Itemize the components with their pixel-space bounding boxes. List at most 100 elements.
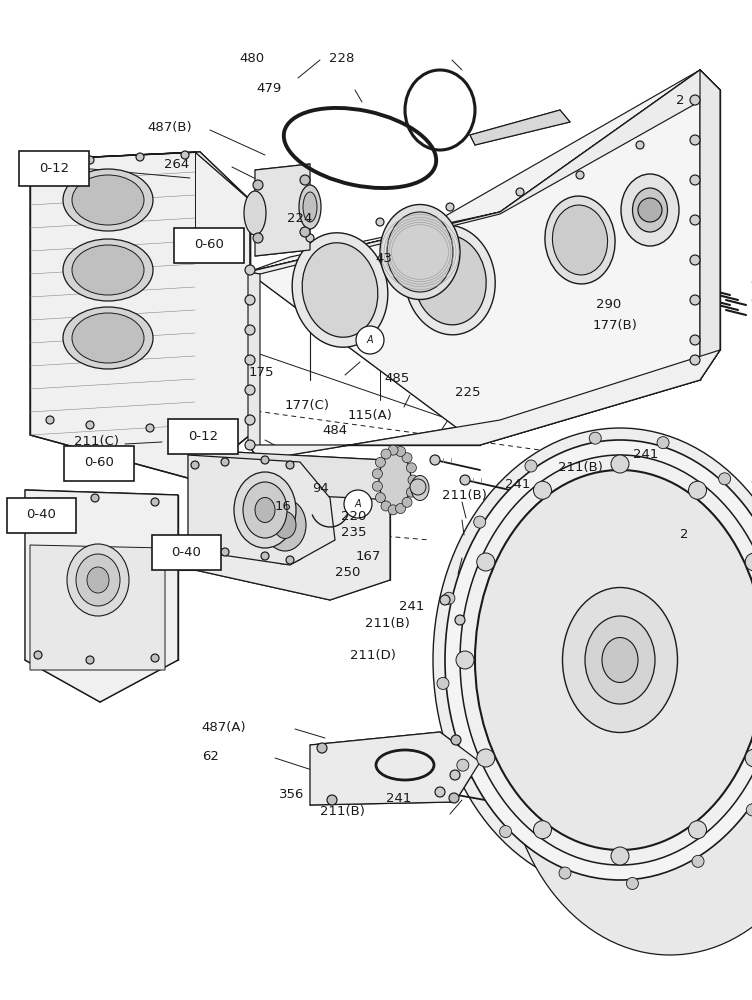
Ellipse shape [302, 243, 378, 337]
Ellipse shape [264, 499, 306, 551]
Circle shape [499, 826, 511, 838]
Text: 211(B): 211(B) [320, 806, 365, 818]
Polygon shape [30, 152, 250, 480]
Circle shape [245, 265, 255, 275]
Circle shape [450, 770, 460, 780]
Circle shape [261, 456, 269, 464]
Ellipse shape [475, 470, 752, 850]
Text: 241: 241 [399, 600, 425, 613]
Ellipse shape [460, 455, 752, 865]
Circle shape [611, 847, 629, 865]
Circle shape [300, 175, 310, 185]
Circle shape [533, 821, 551, 839]
Circle shape [611, 455, 629, 473]
Circle shape [430, 455, 440, 465]
Circle shape [719, 473, 731, 485]
Circle shape [477, 749, 495, 767]
Circle shape [410, 479, 426, 495]
Polygon shape [248, 350, 720, 460]
Circle shape [375, 493, 386, 503]
Polygon shape [700, 70, 720, 380]
Text: 225: 225 [455, 386, 481, 399]
Circle shape [437, 677, 449, 689]
Circle shape [317, 743, 327, 753]
Circle shape [477, 553, 495, 571]
Text: 2: 2 [680, 528, 689, 542]
Circle shape [356, 326, 384, 354]
Circle shape [689, 481, 706, 499]
Ellipse shape [234, 472, 296, 548]
Text: 224: 224 [287, 212, 312, 225]
Text: 175: 175 [249, 366, 274, 379]
Ellipse shape [253, 486, 317, 564]
Circle shape [372, 481, 383, 491]
Circle shape [375, 457, 386, 467]
Circle shape [525, 460, 537, 472]
Circle shape [191, 541, 199, 549]
Polygon shape [188, 455, 335, 565]
Circle shape [456, 759, 468, 771]
Circle shape [151, 654, 159, 662]
FancyBboxPatch shape [168, 418, 238, 454]
Ellipse shape [255, 497, 275, 522]
Ellipse shape [293, 233, 388, 347]
Circle shape [221, 458, 229, 466]
Circle shape [590, 432, 602, 444]
Polygon shape [470, 110, 570, 145]
Circle shape [440, 595, 450, 605]
Ellipse shape [274, 512, 296, 538]
Text: 16: 16 [274, 500, 291, 514]
Text: 220: 220 [341, 510, 366, 522]
Circle shape [636, 141, 644, 149]
Circle shape [261, 552, 269, 560]
Ellipse shape [632, 188, 668, 232]
Circle shape [181, 428, 189, 436]
Circle shape [253, 180, 263, 190]
Circle shape [559, 867, 571, 879]
Circle shape [372, 469, 383, 479]
Circle shape [690, 175, 700, 185]
Circle shape [46, 416, 54, 424]
Ellipse shape [299, 185, 321, 229]
Text: 177(B): 177(B) [593, 320, 638, 332]
Circle shape [406, 463, 417, 473]
Ellipse shape [244, 191, 266, 235]
Text: 0-60: 0-60 [84, 456, 114, 470]
Circle shape [381, 501, 391, 511]
Text: 211(B): 211(B) [365, 617, 410, 631]
Text: 0-12: 0-12 [188, 430, 218, 442]
Circle shape [245, 355, 255, 365]
Text: 480: 480 [239, 51, 265, 64]
Text: 0-40: 0-40 [171, 546, 202, 558]
Ellipse shape [72, 175, 144, 225]
Circle shape [381, 449, 391, 459]
Circle shape [46, 161, 54, 169]
Ellipse shape [87, 567, 109, 593]
Circle shape [86, 156, 94, 164]
Ellipse shape [505, 535, 752, 955]
FancyBboxPatch shape [7, 497, 76, 532]
Circle shape [388, 445, 398, 455]
Circle shape [745, 749, 752, 767]
Ellipse shape [379, 452, 411, 508]
Ellipse shape [414, 235, 487, 325]
Polygon shape [25, 490, 178, 702]
Ellipse shape [553, 205, 608, 275]
Circle shape [34, 651, 42, 659]
Ellipse shape [585, 616, 655, 704]
Circle shape [91, 494, 99, 502]
Text: 484: 484 [322, 424, 347, 436]
Circle shape [286, 461, 294, 469]
Circle shape [136, 153, 144, 161]
Text: 211(B): 211(B) [442, 488, 487, 502]
Text: 241: 241 [632, 448, 658, 462]
Text: 356: 356 [279, 788, 305, 800]
Circle shape [327, 795, 337, 805]
Text: 211(C): 211(C) [74, 436, 119, 448]
Circle shape [626, 877, 638, 889]
Text: 62: 62 [202, 750, 219, 762]
Circle shape [388, 505, 398, 515]
Ellipse shape [380, 205, 460, 300]
Text: 241: 241 [505, 478, 530, 490]
Polygon shape [195, 450, 395, 500]
